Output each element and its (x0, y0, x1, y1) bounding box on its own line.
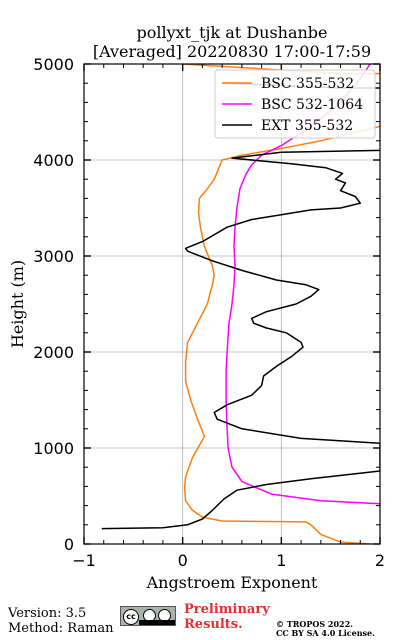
y-tick-label: 3000 (33, 247, 74, 266)
series-line-bsc-355-532 (183, 125, 380, 544)
cc-license-icon: cc (120, 606, 176, 626)
x-tick-label: 0 (178, 551, 188, 570)
x-tick-label: 2 (375, 551, 385, 570)
preliminary-notice: Preliminary Results. (184, 602, 270, 632)
method-text: Method: Raman (8, 621, 114, 636)
legend-label-bsc-532-1064: BSC 532-1064 (261, 97, 363, 113)
preliminary-line2: Results. (184, 617, 243, 632)
legend-label-ext-355-532: EXT 355-532 (261, 118, 353, 134)
x-axis-label: Angstroem Exponent (146, 573, 318, 592)
y-axis-label: Height (m) (8, 260, 27, 348)
x-tick-label: 1 (276, 551, 286, 570)
series-line-bsc-532-1064 (225, 64, 380, 505)
series-line-ext-355-532 (101, 149, 380, 530)
chart-area: pollyxt_tjk at Dushanbe [Averaged] 20220… (8, 23, 385, 592)
y-tick-label: 2000 (33, 343, 74, 362)
footer-info: Version: 3.5 Method: Raman (8, 606, 114, 636)
legend-label-bsc-355-532: BSC 355-532 (261, 76, 354, 92)
y-tick-label: 5000 (33, 55, 74, 74)
legend-box (214, 69, 376, 139)
x-tick-label: −1 (72, 551, 96, 570)
chart-title-line2: [Averaged] 20220830 17:00-17:59 (93, 42, 371, 61)
copyright-line2: CC BY SA 4.0 License. (276, 628, 375, 638)
preliminary-line1: Preliminary (184, 602, 270, 617)
y-tick-label: 1000 (33, 439, 74, 458)
copyright-line1: © TROPOS 2022. (276, 619, 353, 629)
y-tick-label: 4000 (33, 151, 74, 170)
plot-frame (83, 63, 381, 545)
version-text: Version: 3.5 (8, 606, 87, 621)
y-tick-label: 0 (64, 535, 74, 554)
license-strip (139, 620, 175, 625)
legend: BSC 355-532 BSC 532-1064 EXT 355-532 (214, 69, 376, 139)
chart-title-line1: pollyxt_tjk at Dushanbe (136, 23, 327, 42)
copyright-notice: © TROPOS 2022. CC BY SA 4.0 License. (276, 620, 375, 638)
cc-logo-icon: cc (123, 609, 139, 625)
axes (83, 63, 381, 545)
